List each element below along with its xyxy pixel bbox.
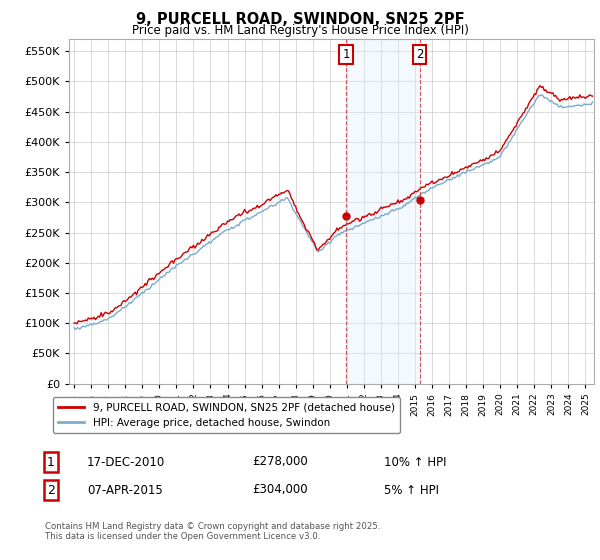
Text: 5% ↑ HPI: 5% ↑ HPI (384, 483, 439, 497)
Text: Contains HM Land Registry data © Crown copyright and database right 2025.
This d: Contains HM Land Registry data © Crown c… (45, 522, 380, 542)
Text: 07-APR-2015: 07-APR-2015 (87, 483, 163, 497)
Text: 1: 1 (47, 455, 55, 469)
Text: 17-DEC-2010: 17-DEC-2010 (87, 455, 165, 469)
Text: 1: 1 (343, 48, 350, 61)
Legend: 9, PURCELL ROAD, SWINDON, SN25 2PF (detached house), HPI: Average price, detache: 9, PURCELL ROAD, SWINDON, SN25 2PF (deta… (53, 397, 400, 433)
Text: 10% ↑ HPI: 10% ↑ HPI (384, 455, 446, 469)
Text: £304,000: £304,000 (252, 483, 308, 497)
Bar (346, 39, 419, 384)
Text: Price paid vs. HM Land Registry's House Price Index (HPI): Price paid vs. HM Land Registry's House … (131, 24, 469, 36)
Text: 9, PURCELL ROAD, SWINDON, SN25 2PF: 9, PURCELL ROAD, SWINDON, SN25 2PF (136, 12, 464, 27)
Text: £278,000: £278,000 (252, 455, 308, 469)
Text: 2: 2 (416, 48, 424, 61)
Text: 2: 2 (47, 483, 55, 497)
